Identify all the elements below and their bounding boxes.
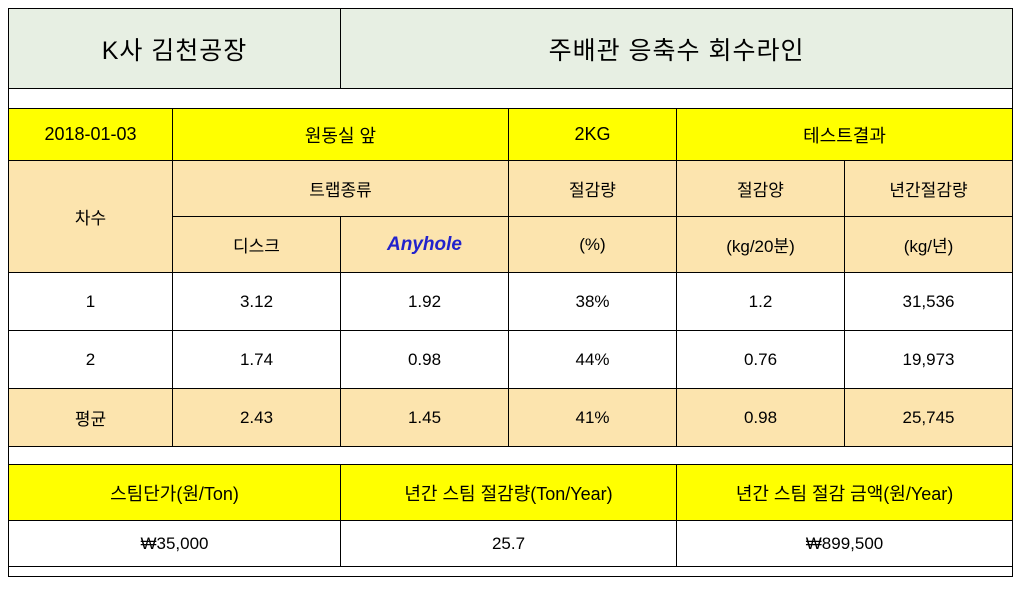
kgyear-value-cell: 19,973: [843, 330, 1014, 389]
trap-anyhole-header: Anyhole: [340, 216, 509, 273]
disc-value-cell: 3.12: [172, 272, 341, 331]
kgyear-value-cell: 31,536: [843, 272, 1014, 331]
annual-steam-savings-header: 년간 스팀 절감량(Ton/Year): [340, 464, 677, 521]
factory-title: K사 김천공장: [8, 8, 341, 89]
kg20-value-cell: 0.98: [676, 388, 845, 447]
disc-value-cell: 2.43: [172, 388, 341, 447]
table-row: 2 1.74 0.98 44% 0.76 19,973: [8, 330, 1014, 389]
round-column-header: 차수: [8, 160, 173, 273]
column-header-row-2: 디스크 Anyhole (%) (kg/20분) (kg/년): [9, 216, 1014, 273]
percent-value-cell: 41%: [508, 388, 677, 447]
spacer-cell: [7, 88, 1014, 109]
kg20-value-cell: 1.2: [676, 272, 845, 331]
pressure-cell: 2KG: [508, 108, 677, 161]
savings-rate-header: 절감량: [508, 160, 677, 217]
table-row-average: 평균 2.43 1.45 41% 0.98 25,745: [8, 388, 1014, 447]
spacer-row: [7, 88, 1014, 109]
disc-value-cell: 1.74: [172, 330, 341, 389]
unit-kg20min-header: (kg/20분): [676, 216, 845, 273]
annual-savings-amount-value: ₩899,500: [675, 520, 1014, 567]
round-cell: 평균: [8, 388, 173, 447]
unit-percent-header: (%): [508, 216, 677, 273]
annual-savings-amount-header: 년간 스팀 절감 금액(원/Year): [675, 464, 1014, 521]
date-cell: 2018-01-03: [8, 108, 173, 161]
percent-value-cell: 44%: [508, 330, 677, 389]
spacer-cell: [7, 446, 1014, 465]
trap-type-header: 트랩종류: [172, 160, 509, 217]
location-cell: 원동실 앞: [172, 108, 509, 161]
annual-steam-savings-value: 25.7: [340, 520, 677, 567]
info-row: 2018-01-03 원동실 앞 2KG 테스트결과: [8, 108, 1014, 161]
annual-savings-header: 년간절감량: [843, 160, 1014, 217]
steam-price-value: ₩35,000: [8, 520, 341, 567]
kg20-value-cell: 0.76: [676, 330, 845, 389]
column-header-row-1: 차수 트랩종류 절감량 절감양 년간절감량: [8, 160, 1014, 273]
percent-value-cell: 38%: [508, 272, 677, 331]
steam-price-header: 스팀단가(원/Ton): [8, 464, 341, 521]
anyhole-value-cell: 1.45: [340, 388, 509, 447]
trap-disc-header: 디스크: [172, 216, 341, 273]
title-row: K사 김천공장 주배관 응축수 회수라인: [8, 8, 1014, 89]
spacer-cell: [7, 566, 1014, 577]
spacer-row: [7, 566, 1014, 577]
anyhole-value-cell: 0.98: [340, 330, 509, 389]
round-cell: 1: [8, 272, 173, 331]
report-table: K사 김천공장 주배관 응축수 회수라인 2018-01-03 원동실 앞 2K…: [7, 8, 1014, 577]
kgyear-value-cell: 25,745: [843, 388, 1014, 447]
table-row: 1 3.12 1.92 38% 1.2 31,536: [8, 272, 1014, 331]
test-result-cell: 테스트결과: [675, 108, 1014, 161]
anyhole-value-cell: 1.92: [340, 272, 509, 331]
spacer-row: [7, 446, 1014, 465]
line-title: 주배관 응축수 회수라인: [339, 8, 1014, 89]
unit-kgyear-header: (kg/년): [843, 216, 1014, 273]
savings-amount-header: 절감양: [676, 160, 845, 217]
round-cell: 2: [8, 330, 173, 389]
summary-header-row: 스팀단가(원/Ton) 년간 스팀 절감량(Ton/Year) 년간 스팀 절감…: [8, 464, 1014, 521]
summary-value-row: ₩35,000 25.7 ₩899,500: [8, 520, 1014, 567]
